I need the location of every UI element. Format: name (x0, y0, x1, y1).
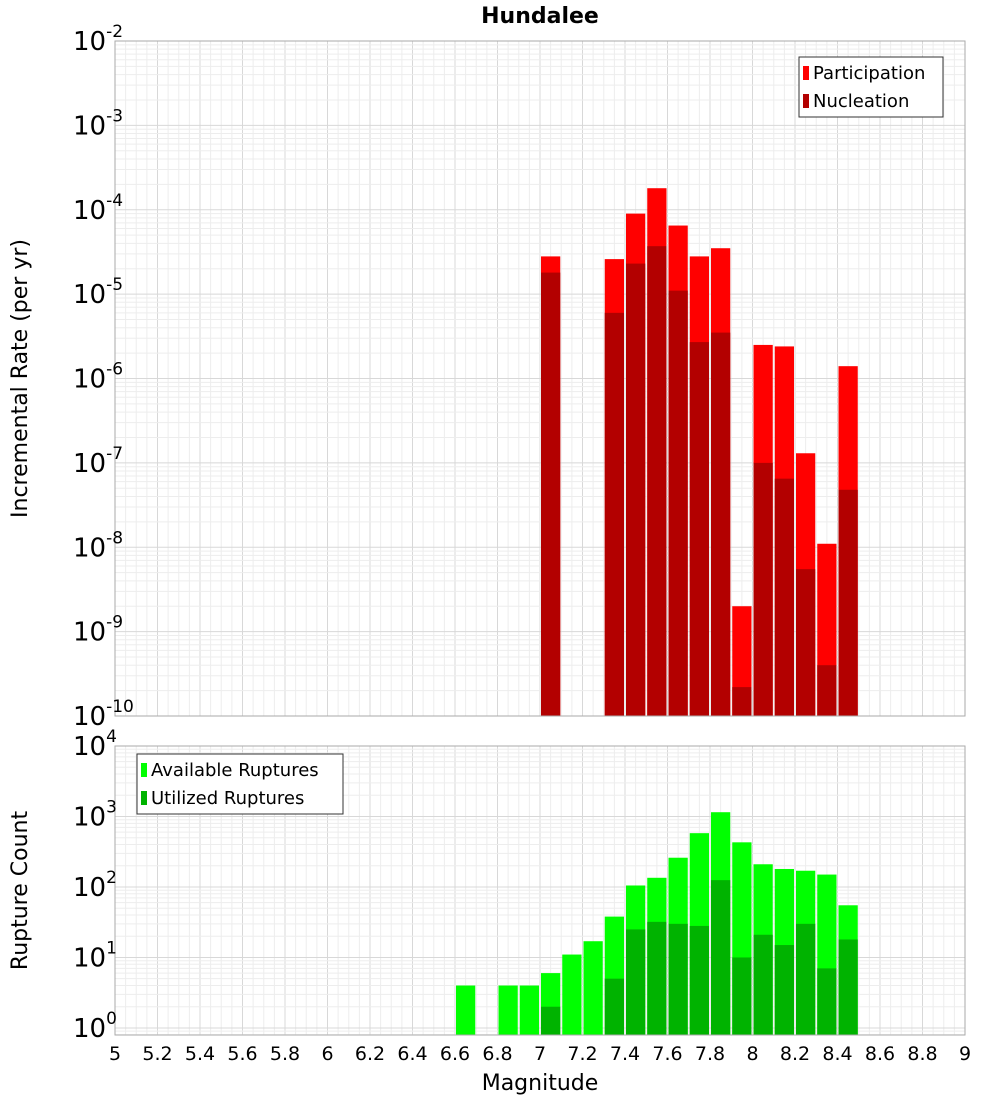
bar-utilized-ruptures (817, 968, 837, 1035)
bar-nucleation (604, 312, 624, 716)
bar-nucleation (711, 332, 731, 716)
y-tick-label: 10-3 (73, 106, 123, 141)
bar-utilized-ruptures (626, 929, 646, 1035)
legend-box (798, 56, 944, 118)
bar-nucleation (626, 263, 646, 716)
x-tick-label: 8.6 (865, 1043, 895, 1065)
y-tick-label: 102 (73, 868, 117, 903)
legend-label: Nucleation (813, 91, 909, 112)
bar-nucleation (732, 687, 752, 716)
legend-swatch (803, 66, 809, 80)
x-tick-label: 7.4 (610, 1043, 640, 1065)
bar-nucleation (774, 478, 794, 716)
y-tick-label: 10-10 (73, 697, 134, 732)
bar-nucleation (541, 272, 561, 716)
legend-swatch (141, 791, 147, 805)
bar-utilized-ruptures (541, 1006, 561, 1035)
y-tick-label: 101 (73, 938, 117, 973)
legend-label: Participation (813, 63, 925, 84)
chart-title: Hundalee (481, 4, 599, 29)
bar-nucleation (838, 489, 858, 716)
x-tick-label: 7.6 (652, 1043, 682, 1065)
y-tick-label: 10-8 (73, 528, 123, 563)
x-tick-label: 8.8 (907, 1043, 937, 1065)
y-tick-label: 104 (73, 727, 117, 762)
legend-box (136, 753, 344, 815)
bar-utilized-ruptures (732, 957, 752, 1035)
bar-utilized-ruptures (796, 923, 816, 1035)
y-tick-label: 100 (73, 1009, 117, 1044)
bar-nucleation (817, 665, 837, 716)
bar-available-ruptures (562, 954, 582, 1035)
x-tick-label: 6.6 (440, 1043, 470, 1065)
bar-utilized-ruptures (838, 939, 858, 1035)
x-tick-label: 8 (746, 1043, 758, 1065)
y-axis-label: Incremental Rate (per yr) (8, 239, 33, 518)
bar-nucleation (796, 569, 816, 716)
bar-utilized-ruptures (604, 978, 624, 1035)
y-tick-label: 10-5 (73, 275, 123, 310)
y-tick-label: 103 (73, 797, 117, 832)
x-tick-label: 6.4 (397, 1043, 427, 1065)
x-axis-label: Magnitude (482, 1071, 599, 1096)
bar-utilized-ruptures (711, 880, 731, 1035)
bar-available-ruptures (583, 941, 603, 1035)
x-tick-label: 6.8 (482, 1043, 512, 1065)
bar-nucleation (647, 246, 667, 716)
bar-nucleation (668, 290, 688, 716)
y-tick-label: 10-7 (73, 444, 123, 479)
chart-panel-1: 10-2 10-3 10-4 10-5 10-6 10-7 10-8 10-9 10-10 Inc… (8, 4, 966, 732)
x-tick-label: 9 (959, 1043, 971, 1065)
x-tick-label: 5.2 (142, 1043, 172, 1065)
bar-utilized-ruptures (647, 921, 667, 1035)
bar-nucleation (689, 342, 709, 716)
x-tick-label: 7.2 (567, 1043, 597, 1065)
x-tick-label: 5.4 (185, 1043, 215, 1065)
bar-utilized-ruptures (689, 925, 709, 1035)
bar-utilized-ruptures (774, 945, 794, 1035)
y-tick-label: 10-4 (73, 191, 123, 226)
legend-label: Available Ruptures (151, 760, 319, 781)
legend-swatch (141, 763, 147, 777)
x-tick-label: 8.4 (822, 1043, 852, 1065)
x-tick-label: 5 (109, 1043, 121, 1065)
legend: Participation Nucleation (798, 56, 944, 118)
bar-utilized-ruptures (668, 923, 688, 1035)
legend-label: Utilized Ruptures (151, 788, 304, 809)
plot-frame (114, 40, 966, 717)
y-tick-label: 10-9 (73, 613, 123, 648)
x-tick-label: 6 (321, 1043, 333, 1065)
x-tick-label: 5.8 (270, 1043, 300, 1065)
x-tick-label: 7 (534, 1043, 546, 1065)
y-tick-label: 10-2 (73, 22, 123, 57)
bar-available-ruptures (498, 985, 518, 1035)
bar-utilized-ruptures (753, 934, 773, 1035)
x-tick-label: 8.2 (780, 1043, 810, 1065)
x-tick-label: 7.8 (695, 1043, 725, 1065)
x-tick-label: 5.6 (227, 1043, 257, 1065)
bar-available-ruptures (519, 985, 539, 1035)
chart-panel-2: 104 103 102 101 100 Rupture Count 5 5.2 5.4 5.6 5.… (8, 727, 971, 1096)
bar-available-ruptures (456, 985, 476, 1035)
legend: Available Ruptures Utilized Ruptures (136, 753, 344, 815)
bar-nucleation (753, 462, 773, 716)
x-tick-label: 6.2 (355, 1043, 385, 1065)
y-axis-label: Rupture Count (8, 811, 33, 971)
legend-swatch (803, 94, 809, 108)
y-tick-label: 10-6 (73, 360, 123, 395)
plot-frame (114, 745, 966, 1036)
